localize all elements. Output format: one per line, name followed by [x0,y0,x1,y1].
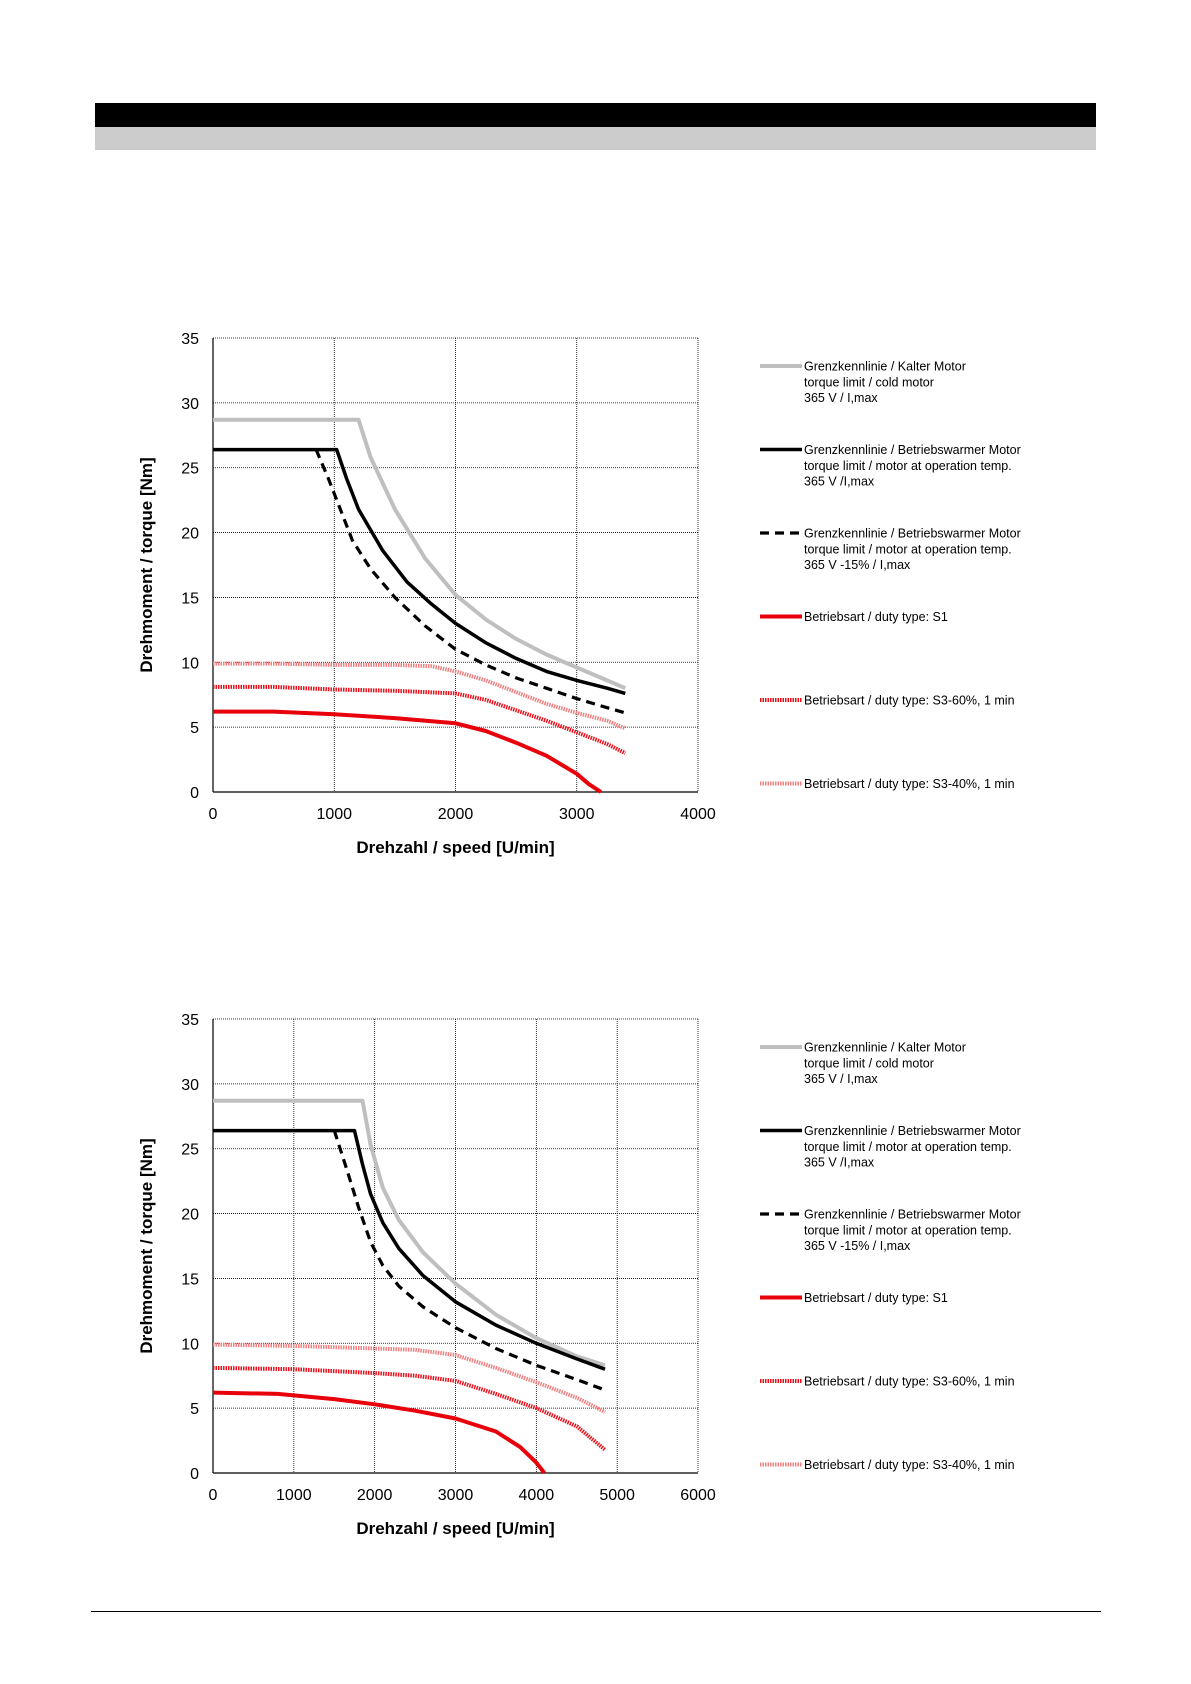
y-tick-label: 10 [181,655,199,672]
legend-label: Grenzkennlinie / Betriebswarmer Motor [804,527,1021,541]
legend-label: 365 V /I,max [804,1156,875,1170]
legend-label: Betriebsart / duty type: S3-40%, 1 min [804,777,1015,791]
y-tick-label: 25 [181,1142,199,1159]
x-tick-label: 5000 [599,1487,635,1504]
legend-label: Grenzkennlinie / Betriebswarmer Motor [804,443,1021,457]
x-tick-label: 1000 [276,1487,312,1504]
legend-label: torque limit / cold motor [804,1056,934,1070]
series-line-4 [213,709,603,794]
series-line-5 [212,1365,607,1452]
y-tick-label: 0 [190,785,199,802]
legend-label: 365 V / I,max [804,1072,878,1086]
series-line-2 [213,447,626,696]
x-tick-label: 3000 [559,806,595,823]
series-line-6 [212,1342,606,1414]
y-axis-title: Drehmoment / torque [Nm] [137,457,156,672]
series-line-3 [332,1130,606,1392]
legend-label: torque limit / motor at operation temp. [804,1140,1012,1154]
y-tick-label: 20 [181,526,199,543]
torque-speed-chart-1: 0 5 10 15 20 25 30 35 0 1000 2000 3000 4000 Drehzahl … [137,331,1021,857]
x-tick-label: 1000 [316,806,352,823]
series-line-1 [213,1098,606,1368]
x-tick-label: 4000 [519,1487,555,1504]
y-tick-label: 30 [181,396,199,413]
legend-label: torque limit / motor at operation temp. [804,459,1012,473]
y-tick-label: 25 [181,461,199,478]
series-line-5 [213,684,627,755]
legend-label: 365 V / I,max [804,391,878,405]
legend-label: Betriebsart / duty type: S3-60%, 1 min [804,694,1015,708]
y-tick-label: 15 [181,590,199,607]
series-line-1 [213,417,627,691]
header-black-bar [95,103,1096,127]
y-tick-label: 0 [190,1466,199,1483]
x-tick-label: 4000 [680,806,716,823]
legend-label: Grenzkennlinie / Kalter Motor [804,360,966,374]
y-tick-label: 5 [190,1401,199,1418]
legend-label: Betriebsart / duty type: S1 [804,1291,948,1305]
legend-label: Grenzkennlinie / Kalter Motor [804,1041,966,1055]
x-tick-label: 3000 [438,1487,474,1504]
y-tick-label: 10 [181,1336,199,1353]
series-line-3 [314,448,626,715]
y-tick-label: 5 [190,720,199,737]
y-tick-label: 30 [181,1077,199,1094]
x-tick-label: 2000 [357,1487,393,1504]
series-line-2 [213,1128,606,1371]
legend-label: 365 V /I,max [804,475,875,489]
legend-label: torque limit / cold motor [804,375,934,389]
torque-speed-chart-2: 0 5 10 15 20 25 30 35 0 1000 2000 3000 4000 5000 6000 D… [137,1012,1021,1538]
y-tick-label: 35 [181,331,199,348]
x-tick-label: 6000 [680,1487,716,1504]
y-axis-title: Drehmoment / torque [Nm] [137,1138,156,1353]
header-grey-bar [95,127,1096,150]
y-tick-label: 15 [181,1271,199,1288]
legend-label: Grenzkennlinie / Betriebswarmer Motor [804,1124,1021,1138]
legend-label: 365 V -15% / I,max [804,1239,911,1253]
x-tick-label: 2000 [438,806,474,823]
x-tick-label: 0 [209,1487,218,1504]
legend-label: torque limit / motor at operation temp. [804,542,1012,556]
y-tick-label: 20 [181,1207,199,1224]
legend-label: Betriebsart / duty type: S1 [804,610,948,624]
series-line-4 [212,1390,546,1475]
legend-label: Betriebsart / duty type: S3-40%, 1 min [804,1458,1015,1472]
series-line-6 [213,661,627,731]
x-axis-title: Drehzahl / speed [U/min] [356,1519,554,1538]
legend-label: Grenzkennlinie / Betriebswarmer Motor [804,1208,1021,1222]
legend-label: Betriebsart / duty type: S3-60%, 1 min [804,1375,1015,1389]
footer-rule [91,1611,1101,1612]
x-axis-title: Drehzahl / speed [U/min] [356,838,554,857]
y-tick-label: 35 [181,1012,199,1029]
legend-label: torque limit / motor at operation temp. [804,1223,1012,1237]
grid [212,1018,699,1474]
legend-label: 365 V -15% / I,max [804,558,911,572]
x-tick-label: 0 [209,806,218,823]
